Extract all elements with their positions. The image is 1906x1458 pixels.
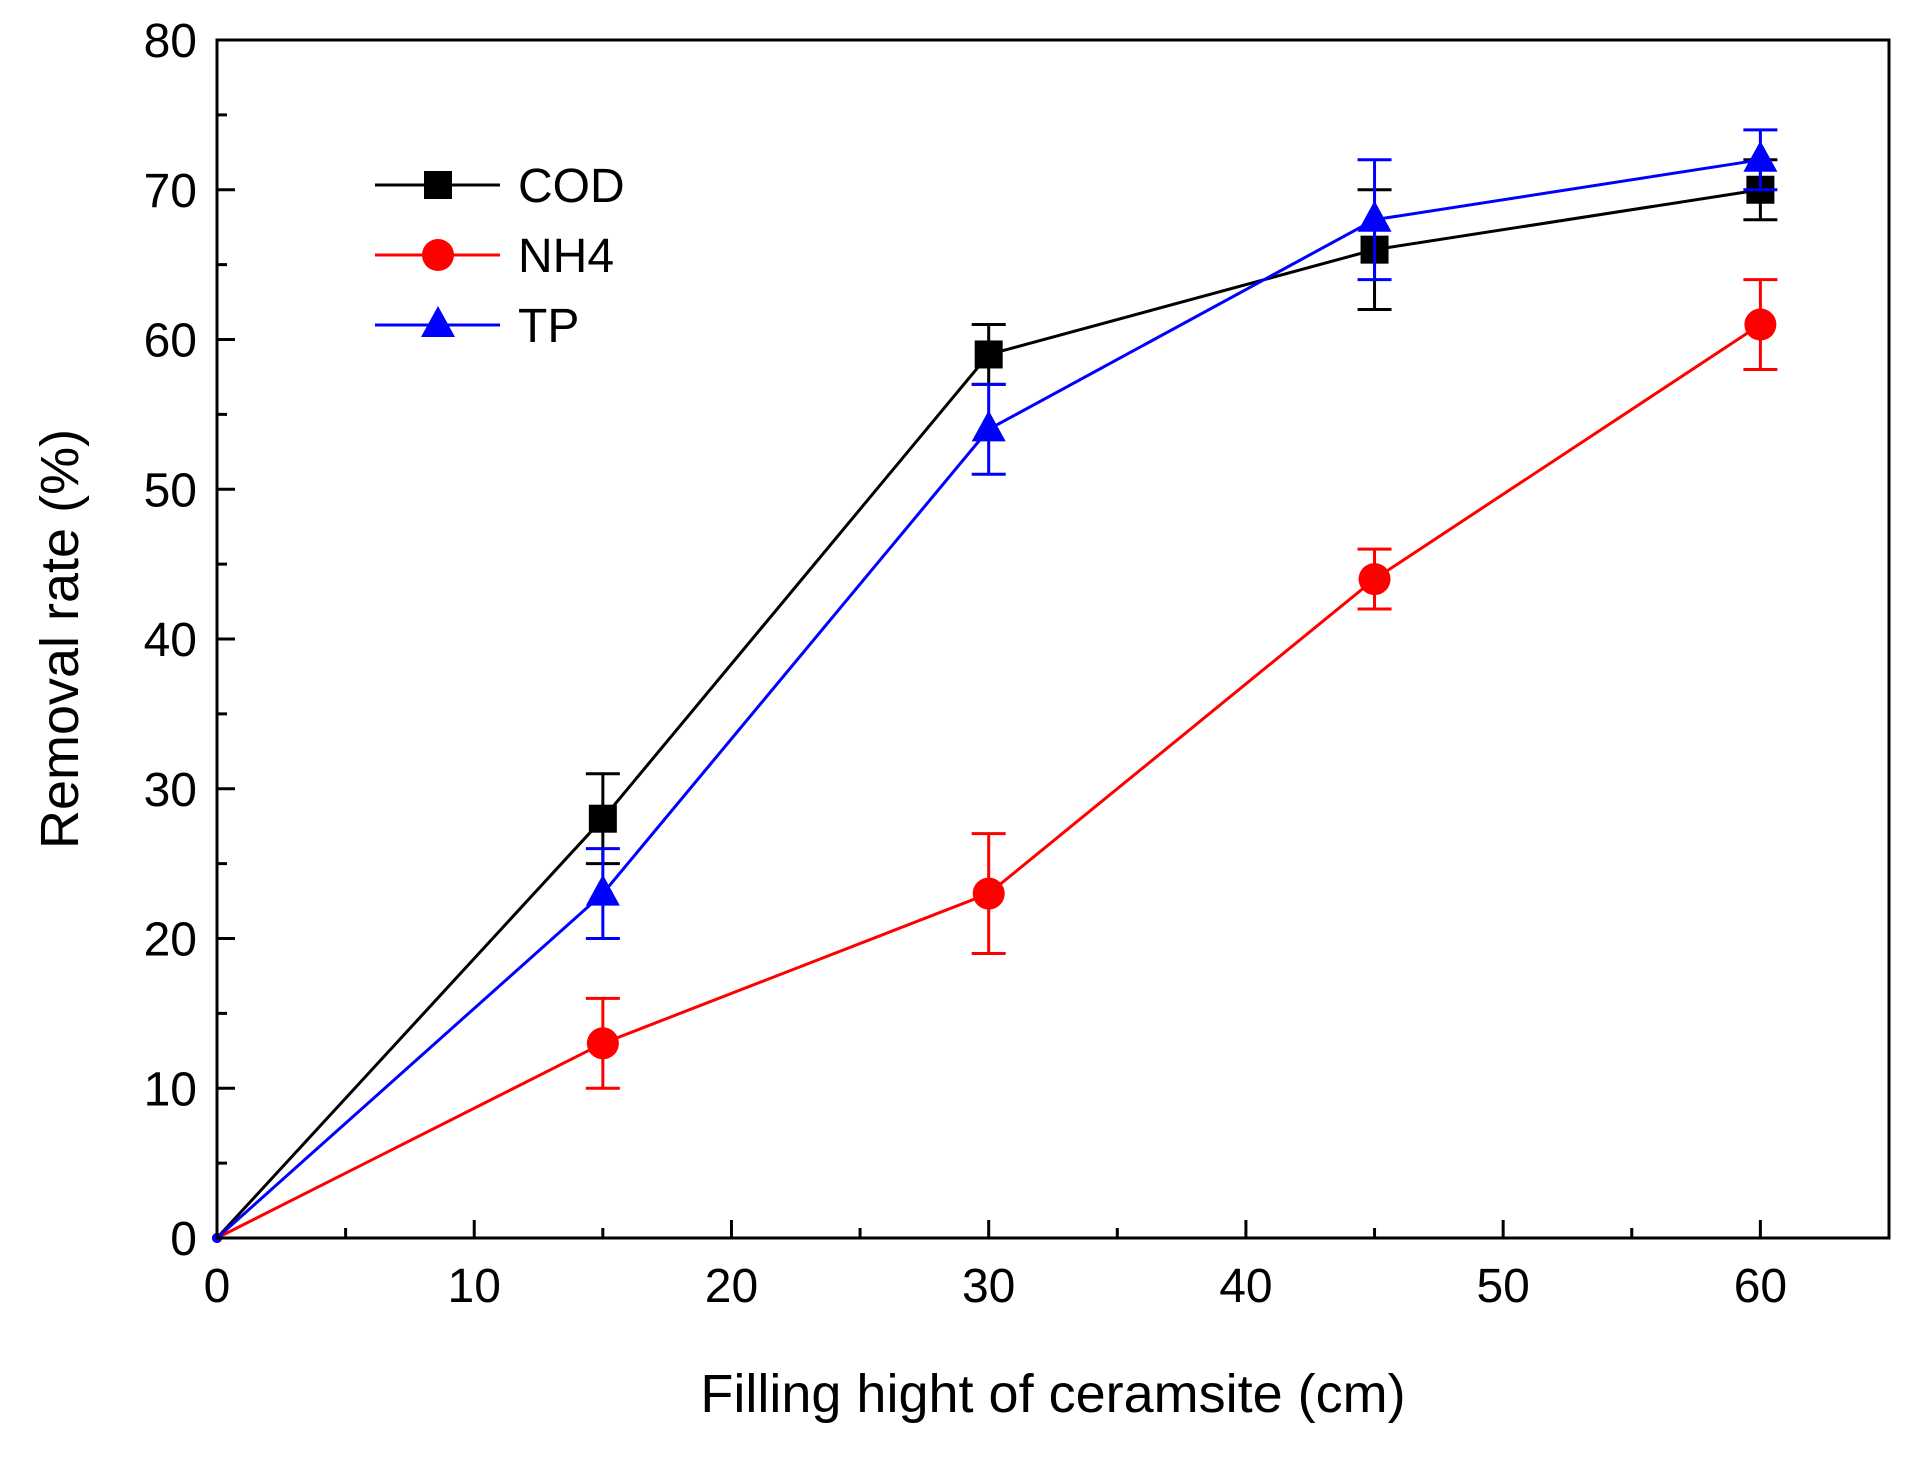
y-tick-label: 70 [144,165,197,218]
data-point-nh4 [1744,308,1777,341]
x-tick-label: 20 [705,1260,758,1313]
legend-item-cod: COD [375,160,625,213]
legend-label-tp: TP [518,300,579,353]
legend-marker-tp [421,306,455,337]
data-point-tp [1743,140,1778,172]
series-layer [212,128,1778,1243]
data-point-tp [1357,200,1392,232]
legend: COD NH4 TP [375,160,625,353]
data-point-tp [585,874,620,906]
y-tick-label: 10 [144,1063,197,1116]
legend-marker-nh4 [422,239,454,271]
tick-labels: 0 10 20 30 40 50 60 0 10 20 30 40 50 60 70 80 [144,15,1787,1313]
legend-item-nh4: NH4 [375,230,614,283]
y-tick-label: 20 [144,914,197,967]
x-tick-label: 50 [1476,1260,1529,1313]
data-point-cod [588,804,617,833]
data-point-nh4 [586,1027,619,1060]
data-point-nh4 [1358,563,1391,596]
x-tick-label: 60 [1734,1260,1787,1313]
series-tp [212,128,1778,1243]
x-axis-label: Filling hight of ceramsite (cm) [700,1364,1405,1424]
legend-label-cod: COD [518,160,625,213]
data-point-tp [971,410,1006,442]
x-tick-label: 0 [204,1260,231,1313]
y-tick-label: 30 [144,764,197,817]
y-tick-label: 80 [144,15,197,68]
legend-marker-cod [424,171,452,199]
series-cod [212,158,1778,1243]
data-point-cod [974,340,1003,369]
data-point-nh4 [972,877,1005,910]
plot-frame [215,38,1891,1240]
x-tick-label: 10 [448,1260,501,1313]
y-axis-label: Removal rate (%) [30,429,90,849]
y-tick-label: 50 [144,464,197,517]
series-nh4 [212,278,1778,1243]
x-tick-label: 30 [962,1260,1015,1313]
legend-label-nh4: NH4 [518,230,614,283]
y-tick-label: 0 [170,1213,197,1266]
legend-item-tp: TP [375,300,579,353]
x-tick-label: 40 [1219,1260,1272,1313]
y-tick-label: 60 [144,315,197,368]
y-tick-label: 40 [144,614,197,667]
